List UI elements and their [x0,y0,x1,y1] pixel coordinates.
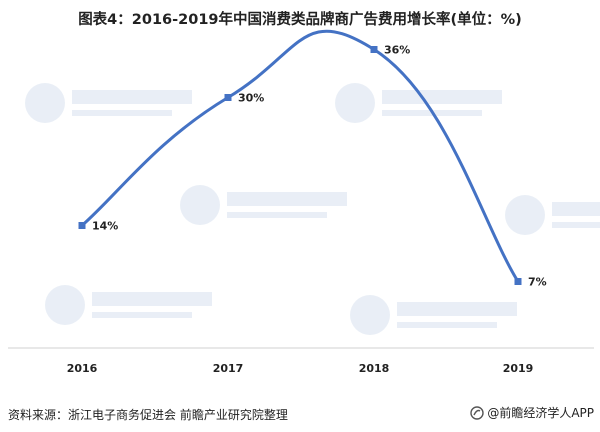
brand-credit: @前瞻经济学人APP [470,404,594,421]
data-point-2016 [78,222,86,229]
qianzhan-logo-icon [470,405,485,420]
chart-title: 图表4：2016-2019年中国消费类品牌商广告费用增长率(单位：%) [78,12,522,28]
data-point-2018 [370,46,378,53]
source-note: 资料来源：浙江电子商务促进会 前瞻产业研究院整理 [8,408,288,422]
x-tick-label-2016: 2016 [67,362,98,375]
series-line [80,29,520,283]
brand-text: @前瞻经济学人APP [487,406,594,420]
x-tick-label-2017: 2017 [213,362,244,375]
x-tick-label-2018: 2018 [359,362,390,375]
data-label-2017: 30% [238,92,264,105]
data-label-2016: 14% [92,220,118,233]
data-label-2019: 7% [528,276,547,289]
data-point-2019 [514,278,522,285]
data-label-2018: 36% [384,44,410,57]
data-point-2017 [224,94,232,101]
x-tick-label-2019: 2019 [503,362,534,375]
